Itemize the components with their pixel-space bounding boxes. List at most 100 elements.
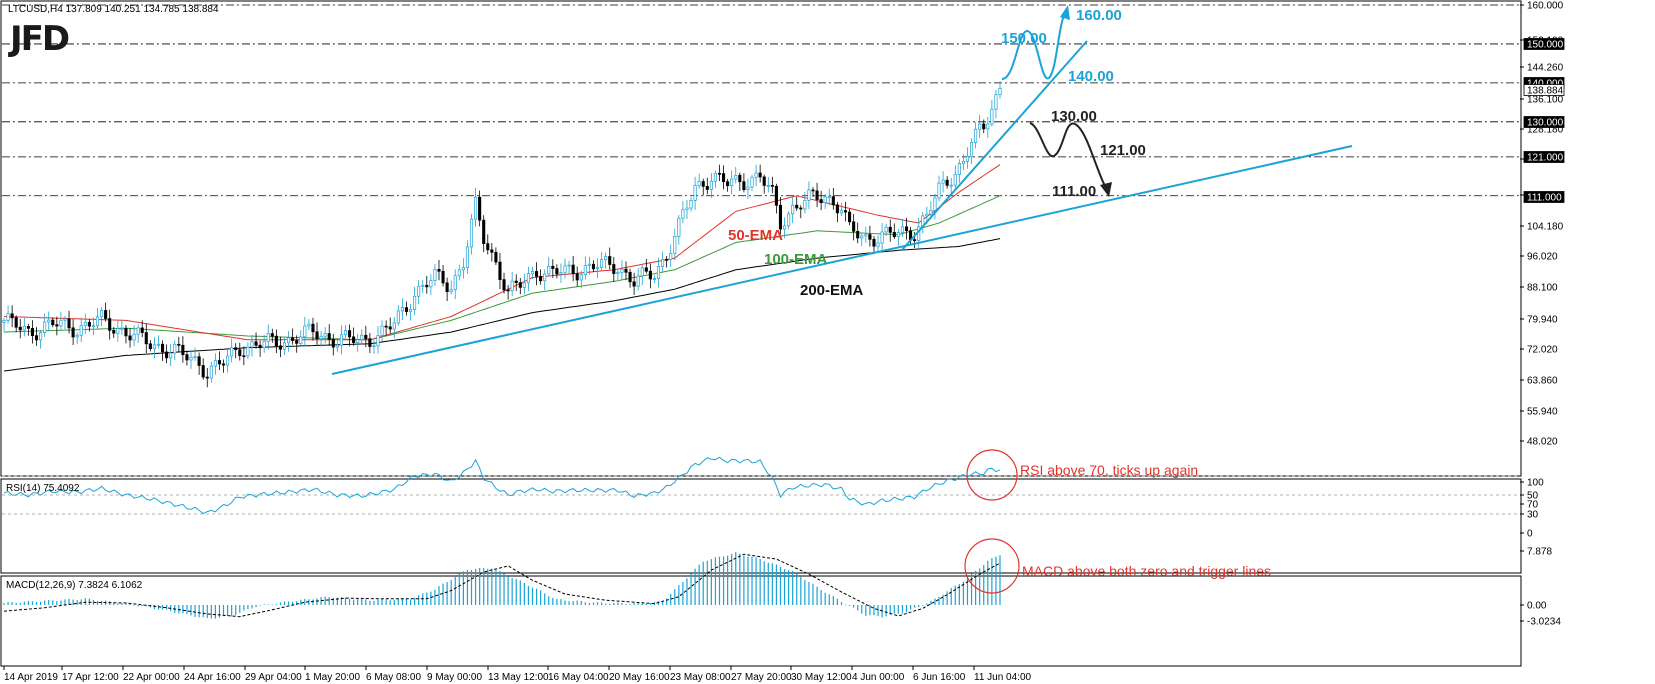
macd-histogram-bar (113, 602, 115, 605)
candle-body (945, 179, 949, 186)
ema50-label: 50-EMA (728, 227, 783, 244)
candle-body (274, 335, 278, 347)
support-label-121: 121.00 (1100, 142, 1146, 159)
candle-body (18, 326, 22, 331)
macd-histogram-bar (617, 602, 619, 605)
macd-histogram-bar (48, 599, 50, 605)
bearish-projection-path (1029, 122, 1107, 189)
macd-histogram-bar (995, 556, 997, 605)
candle-body (6, 313, 10, 321)
support-label-130: 130.00 (1051, 108, 1097, 125)
rsi-panel (2, 456, 1520, 515)
candle-body (116, 328, 120, 334)
macd-histogram-bar (767, 562, 769, 605)
candle-body (26, 326, 30, 329)
macd-histogram-bar (718, 556, 721, 605)
macd-histogram-bar (918, 605, 920, 607)
candle-body (429, 280, 433, 288)
candle-body (957, 163, 961, 175)
time-tick-label: 20 May 16:00 (609, 672, 670, 683)
macd-histogram-bar (788, 570, 790, 605)
macd-histogram-bar (938, 596, 940, 605)
candle-body (364, 334, 368, 340)
candle-body (583, 265, 587, 275)
macd-histogram-bar (783, 569, 786, 605)
macd-histogram-bar (267, 604, 269, 605)
candle-body (579, 274, 583, 281)
macd-histogram-bar (682, 581, 684, 605)
macd-histogram-bar (214, 605, 216, 619)
time-tick-label: 24 Apr 16:00 (184, 672, 241, 683)
macd-histogram-bar (930, 600, 932, 605)
candle-body (498, 261, 502, 280)
macd-histogram-bar (588, 603, 591, 605)
candle-body (717, 172, 722, 175)
rsi-highlight-circle (966, 449, 1018, 501)
bullish-projection-arrow (1060, 5, 1070, 20)
macd-histogram-bar (479, 567, 481, 605)
macd-histogram-bar (210, 605, 212, 619)
candle-body (823, 196, 827, 204)
candle-body (22, 326, 26, 331)
candle-body (108, 318, 112, 331)
symbol-header: LTCUSD,H4 137.809 140.251 134.785 138.88… (8, 4, 219, 15)
candle-body (998, 87, 1002, 96)
macd-histogram-bar (206, 605, 208, 619)
candle-body (892, 231, 896, 238)
macd-histogram-bar (779, 566, 782, 605)
macd-histogram-bar (727, 555, 729, 605)
macd-histogram-bar (527, 585, 530, 605)
macd-histogram-bar (279, 602, 282, 605)
candle-body (860, 235, 864, 239)
candle-body (827, 196, 831, 198)
candle-body (230, 347, 234, 357)
macd-histogram-bar (666, 598, 668, 605)
time-tick-label: 16 May 04:00 (548, 672, 609, 683)
macd-histogram-bar (31, 601, 34, 605)
macd-histogram-bar (645, 603, 647, 605)
macd-histogram-bar (340, 597, 343, 605)
candle-body (193, 356, 197, 359)
candle-body (59, 319, 63, 327)
macd-histogram-bar (743, 555, 745, 605)
candle-body (778, 204, 783, 230)
macd-histogram-bar (332, 597, 334, 605)
macd-histogram-bar (796, 573, 798, 605)
candle-body (360, 334, 364, 340)
candle-body (624, 268, 628, 273)
candle-body (636, 275, 640, 287)
candle-body (693, 185, 697, 201)
macd-histogram-bar (357, 599, 359, 605)
macd-histogram-bar (117, 603, 119, 605)
candle-body (128, 335, 132, 341)
candle-body (197, 356, 201, 366)
candle-body (331, 338, 335, 348)
candle-body (2, 320, 6, 323)
macd-histogram-bar (39, 601, 42, 605)
price-marker-box (1523, 151, 1565, 163)
macd-histogram-bar (275, 603, 277, 605)
price-tick-label: 88.100 (1527, 283, 1558, 294)
candle-body (291, 337, 295, 341)
candle-body (287, 337, 291, 344)
target-label-140: 140.00 (1068, 68, 1114, 85)
candle-body (831, 196, 835, 206)
macd-histogram-bar (503, 573, 505, 605)
macd-histogram-bar (706, 560, 708, 605)
macd-histogram-bar (735, 552, 737, 605)
candle-body (39, 332, 43, 341)
candle-body (437, 269, 441, 272)
macd-histogram-bar (76, 600, 78, 605)
macd-histogram-bar (312, 599, 314, 605)
candle-body (250, 341, 254, 348)
candle-body (392, 322, 396, 330)
time-tick-label: 9 May 00:00 (427, 672, 482, 683)
price-marker-box (1523, 116, 1565, 128)
candle-body (226, 355, 230, 366)
candle-body (266, 333, 270, 342)
rsi-tick-label: 30 (1527, 510, 1539, 521)
candle-body (839, 210, 844, 214)
candle-body (941, 179, 945, 184)
candle-body (404, 307, 409, 312)
candle-body (632, 281, 636, 287)
